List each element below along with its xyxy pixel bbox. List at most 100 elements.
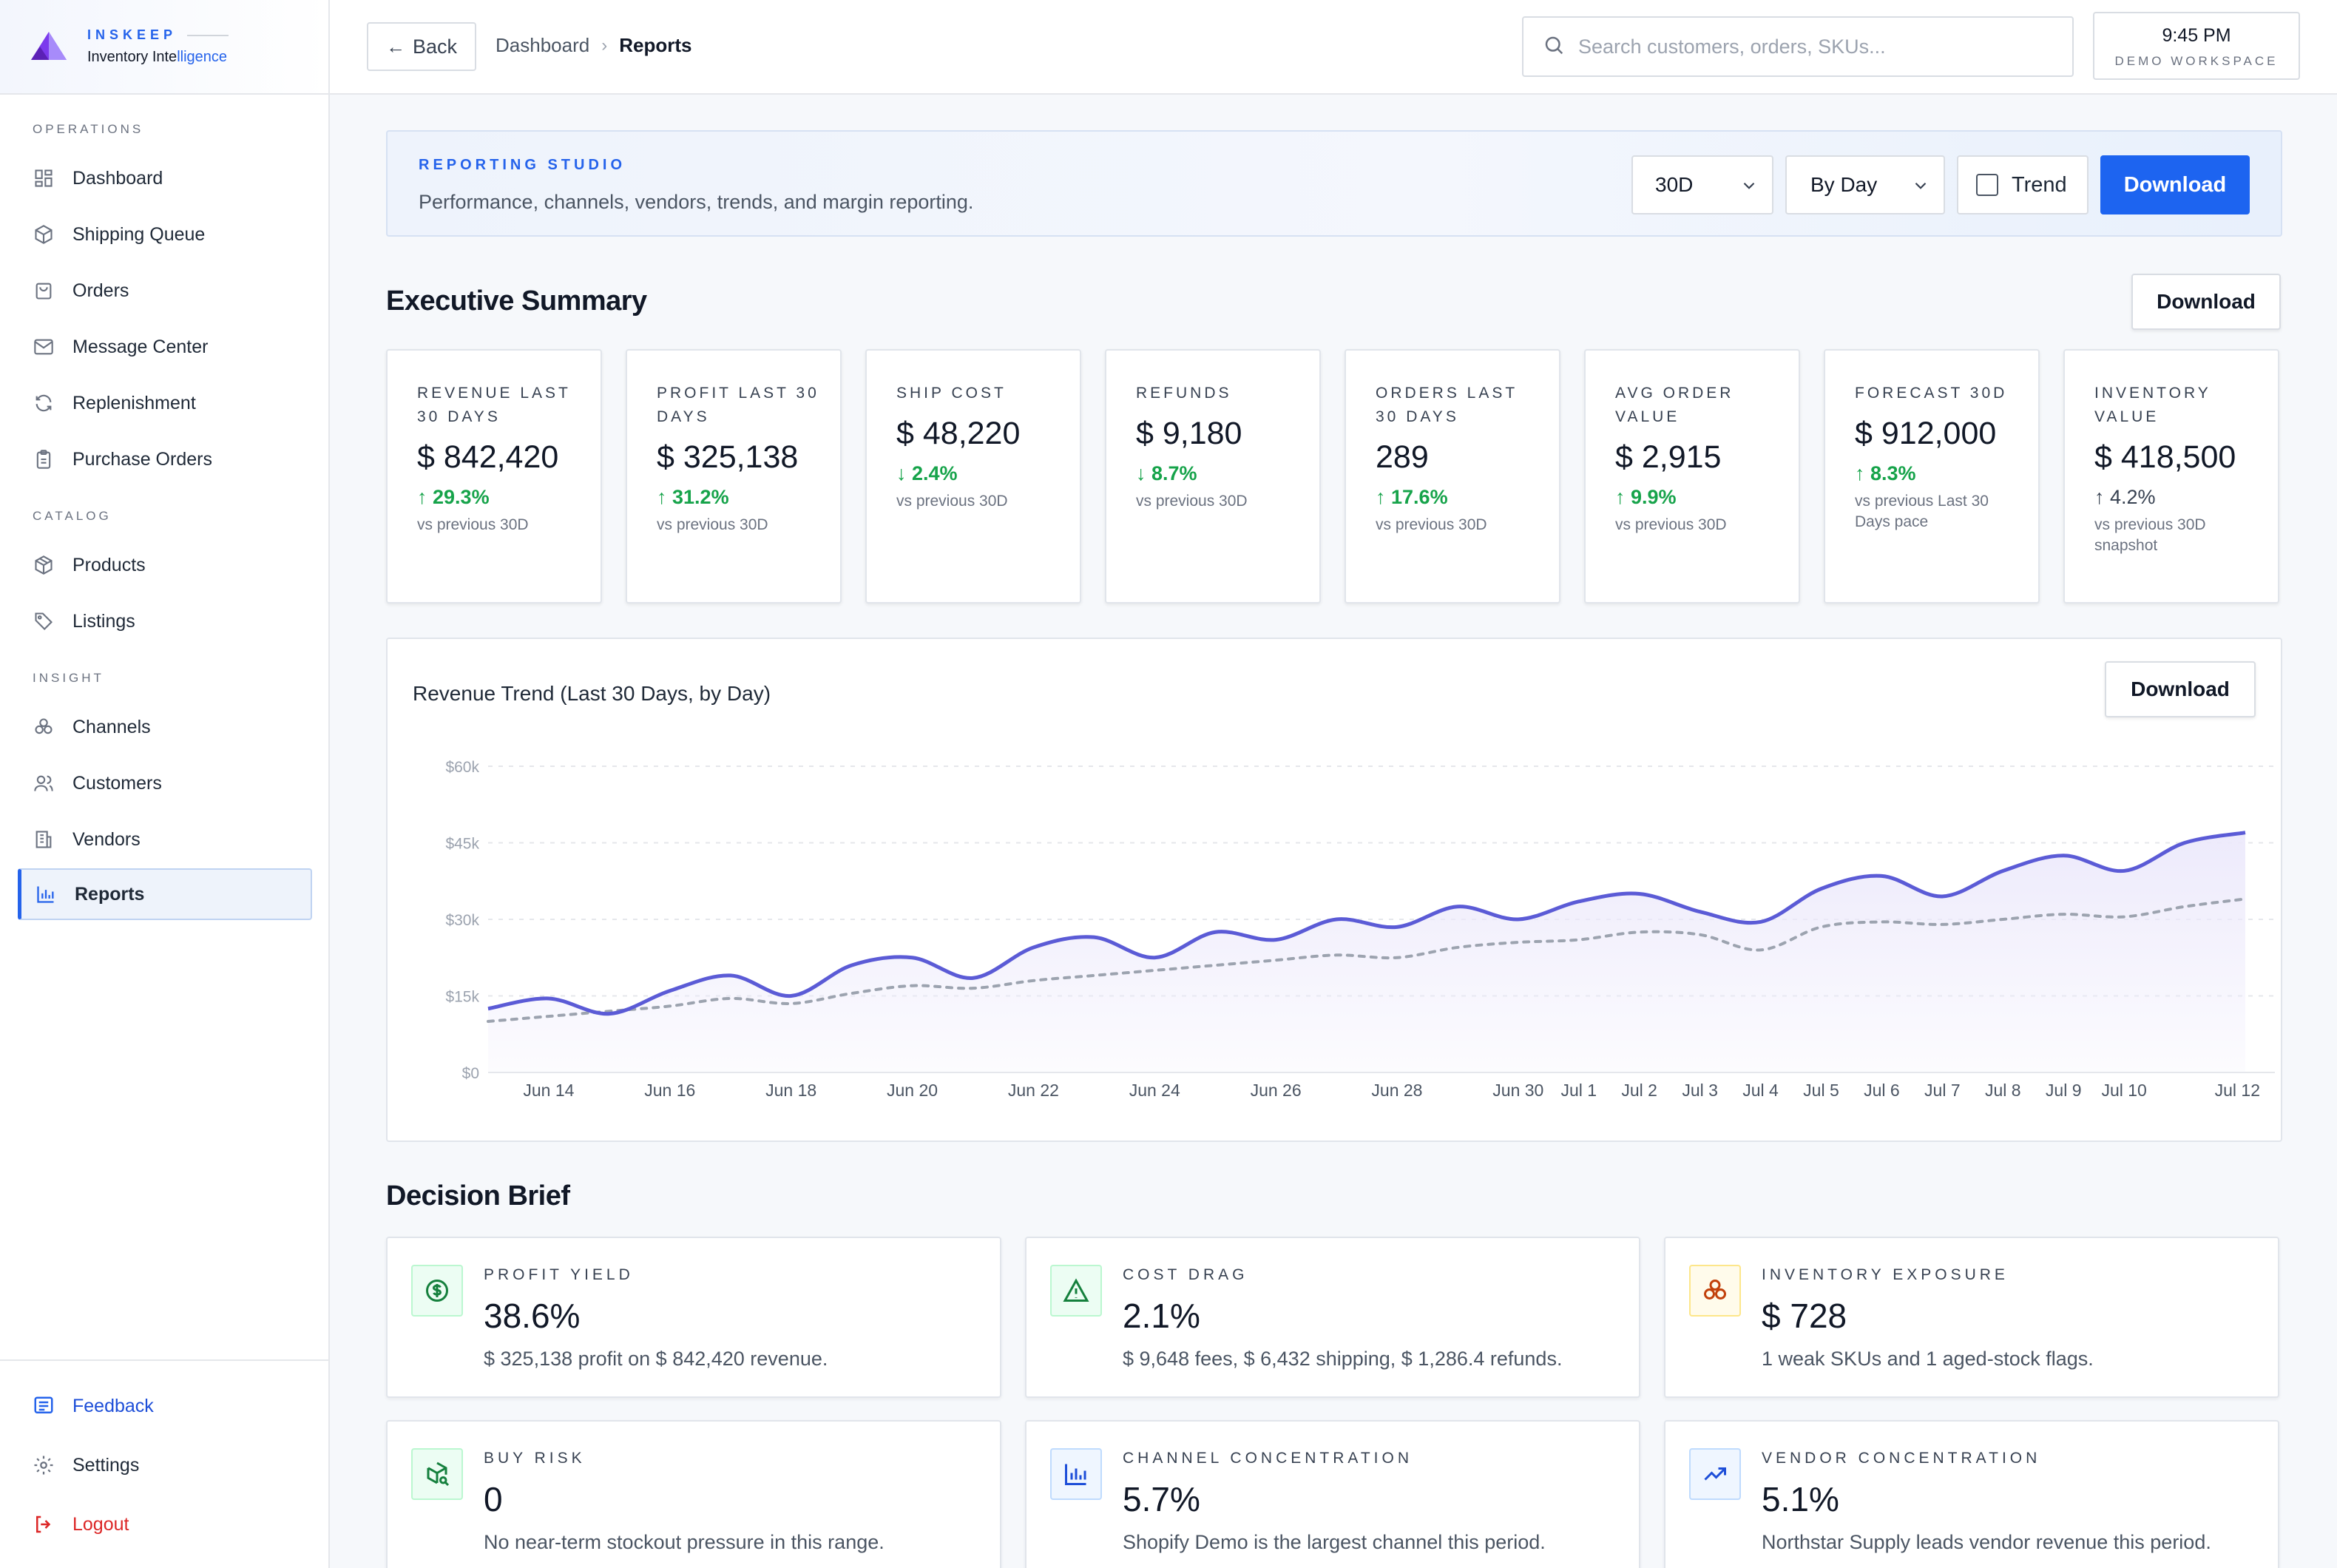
kpi-value: $ 842,420 — [417, 439, 559, 475]
kpi-change: ↑ 9.9% — [1615, 486, 1799, 509]
kpi-comparison: vs previous 30D — [1615, 516, 1727, 533]
decision-label: COST DRAG — [1123, 1266, 1248, 1283]
download-report-button[interactable]: Download — [2100, 155, 2250, 214]
breadcrumb-dashboard[interactable]: Dashboard — [496, 34, 590, 56]
sidebar-item-label: Customers — [72, 772, 162, 794]
kpi-card: Revenue last 30 days $ 842,420 ↑ 29.3% vs p… — [386, 349, 602, 604]
workspace-clock: 9:45 PM DEMO WORKSPACE — [2093, 12, 2300, 80]
decision-detail: Shopify Demo is the largest channel this… — [1123, 1531, 1546, 1553]
x-tick-label: Jun 20 — [887, 1081, 938, 1100]
kpi-comparison: vs previous 30D snapshot — [2094, 516, 2206, 554]
settings-link[interactable]: Settings — [18, 1439, 312, 1491]
checkbox-icon[interactable] — [1976, 174, 1998, 196]
revenue-area — [488, 832, 2245, 1072]
kpi-value: $ 2,915 — [1615, 439, 1722, 475]
sidebar-item-customers[interactable]: Customers — [18, 757, 312, 809]
decision-detail: 1 weak SKUs and 1 aged-stock flags. — [1762, 1348, 2094, 1370]
y-tick-label: $15k — [445, 989, 479, 1006]
feedback-icon — [33, 1395, 55, 1417]
sidebar-item-listings[interactable]: Listings — [18, 595, 312, 647]
brand-name: INSKEEP — [87, 27, 177, 42]
decision-label: PROFIT YIELD — [484, 1266, 634, 1283]
kpi-card: Inventory value $ 418,500 ↑ 4.2% vs previou… — [2063, 349, 2279, 604]
x-tick-label: Jun 14 — [523, 1081, 574, 1100]
kpi-value: $ 48,220 — [896, 416, 1021, 451]
decision-label: CHANNEL CONCENTRATION — [1123, 1450, 1413, 1467]
sidebar-item-dashboard[interactable]: Dashboard — [18, 152, 312, 204]
sidebar-item-reports[interactable]: Reports — [18, 868, 312, 920]
kpi-change-value: 9.9% — [1631, 486, 1677, 508]
reporting-studio-header: REPORTING STUDIO Performance, channels, … — [386, 130, 2282, 237]
grouping-select[interactable]: By Day — [1785, 155, 1945, 214]
x-tick-label: Jun 26 — [1251, 1081, 1302, 1100]
sidebar-item-channels[interactable]: Channels — [18, 701, 312, 753]
trend-label: Trend — [2012, 172, 2067, 197]
x-tick-label: Jun 24 — [1129, 1081, 1180, 1100]
kpi-comparison: vs previous 30D — [417, 516, 529, 533]
decision-label: VENDOR CONCENTRATION — [1762, 1450, 2041, 1467]
kpi-comparison: vs previous Last 30 Days pace — [1855, 493, 1989, 530]
chart-title: Revenue Trend (Last 30 Days, by Day) — [413, 682, 771, 705]
brand[interactable]: INSKEEP Inventory Intelligence — [0, 0, 328, 95]
brand-logo-icon — [31, 32, 67, 60]
sidebar-item-orders[interactable]: Orders — [18, 265, 312, 317]
decision-label: INVENTORY EXPOSURE — [1762, 1266, 2009, 1283]
kpi-change-value: 4.2% — [2110, 486, 2156, 508]
trend-checkbox[interactable]: Trend — [1957, 155, 2089, 214]
clipboard-icon — [33, 448, 55, 470]
package-search-icon — [411, 1448, 463, 1500]
kpi-card: Profit last 30 days $ 325,138 ↑ 31.2% vs pr… — [626, 349, 842, 604]
studio-kicker: REPORTING STUDIO — [419, 157, 626, 173]
range-select[interactable]: 30D — [1631, 155, 1773, 214]
nav-section-insight: INSIGHT — [33, 671, 104, 685]
executive-summary-title: Executive Summary — [386, 285, 647, 317]
x-tick-label: Jun 30 — [1492, 1081, 1543, 1100]
decision-card: BUY RISK 0 No near-term stockout pressure … — [386, 1420, 1001, 1568]
chevron-down-icon — [1911, 176, 1930, 200]
search-input[interactable] — [1578, 35, 2052, 58]
x-tick-label: Jul 12 — [2215, 1081, 2260, 1100]
kpi-change: ↑ 29.3% — [417, 486, 601, 509]
search-box[interactable] — [1522, 16, 2074, 77]
arrow-up-icon: ↑ — [2094, 486, 2105, 508]
kpi-change-value: 8.7% — [1151, 462, 1197, 484]
range-select-value: 30D — [1655, 173, 1694, 196]
kpi-change-value: 31.2% — [672, 486, 729, 508]
summary-download-button[interactable]: Download — [2131, 274, 2281, 330]
users-icon — [33, 772, 55, 794]
sidebar-item-vendors[interactable]: Vendors — [18, 814, 312, 865]
sidebar-item-purchase-orders[interactable]: Purchase Orders — [18, 433, 312, 485]
sidebar-item-replenishment[interactable]: Replenishment — [18, 377, 312, 429]
x-tick-label: Jun 18 — [765, 1081, 816, 1100]
kpi-value: $ 912,000 — [1855, 416, 1997, 451]
logout-link[interactable]: Logout — [18, 1498, 312, 1550]
sidebar-item-message-center[interactable]: Message Center — [18, 321, 312, 373]
kpi-card: Avg order value $ 2,915 ↑ 9.9% vs previous … — [1584, 349, 1800, 604]
arrow-left-icon: ← — [385, 35, 405, 58]
x-tick-label: Jul 10 — [2101, 1081, 2146, 1100]
sidebar-item-shipping-queue[interactable]: Shipping Queue — [18, 209, 312, 260]
logout-label: Logout — [72, 1513, 129, 1535]
breadcrumb-current: Reports — [619, 34, 692, 56]
kpi-change-value: 8.3% — [1870, 462, 1916, 484]
sidebar-item-products[interactable]: Products — [18, 539, 312, 591]
back-button[interactable]: ← Back — [367, 22, 476, 71]
chart-download-button[interactable]: Download — [2105, 661, 2256, 717]
breadcrumb: Dashboard › Reports — [496, 34, 691, 57]
tag-icon — [33, 610, 55, 632]
kpi-value: $ 325,138 — [657, 439, 799, 475]
shopping-bag-icon — [33, 280, 55, 302]
feedback-label: Feedback — [72, 1395, 154, 1416]
sidebar-item-label: Reports — [75, 883, 145, 905]
bar-chart-icon — [1050, 1448, 1102, 1500]
x-tick-label: Jul 3 — [1682, 1081, 1718, 1100]
sidebar-item-label: Shipping Queue — [72, 223, 206, 245]
x-tick-label: Jul 4 — [1742, 1081, 1779, 1100]
feedback-link[interactable]: Feedback — [18, 1380, 312, 1432]
channels-icon — [33, 716, 55, 738]
kpi-card: Ship cost $ 48,220 ↓ 2.4% vs previous 30D — [865, 349, 1081, 604]
kpi-change-value: 2.4% — [912, 462, 958, 484]
warning-icon — [1050, 1265, 1102, 1317]
decision-value: 5.1% — [1762, 1480, 1839, 1518]
sidebar-item-label: Purchase Orders — [72, 448, 212, 470]
